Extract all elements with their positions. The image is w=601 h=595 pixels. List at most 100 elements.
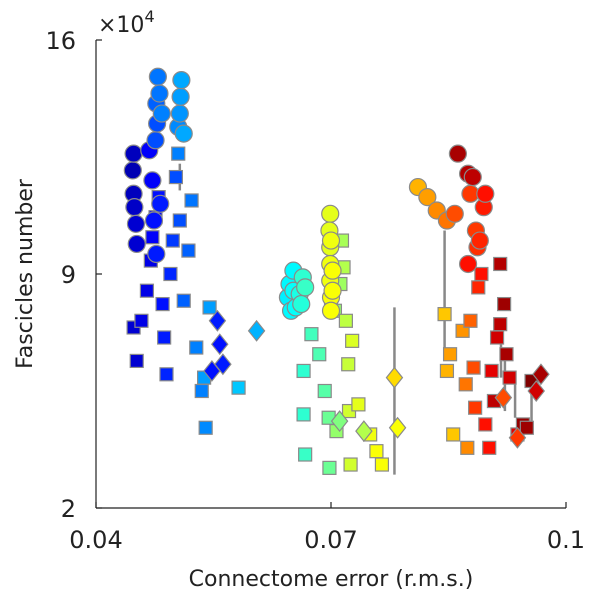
square-point [171, 146, 186, 161]
diamond-point [527, 380, 546, 402]
square-point [129, 353, 144, 369]
circle-point [143, 171, 162, 190]
circle-point [152, 104, 171, 123]
square-point [134, 313, 149, 328]
circle-point [445, 204, 464, 223]
diamond-point [355, 420, 373, 443]
y-tick-label: 9 [61, 261, 76, 289]
square-point [497, 296, 512, 312]
square-point [489, 330, 505, 345]
square-point [163, 266, 178, 282]
square-point [468, 400, 483, 415]
circle-point [463, 167, 482, 187]
diamond-point [532, 363, 550, 386]
square-point [463, 313, 478, 328]
square-point [343, 457, 358, 472]
circle-point [146, 131, 165, 150]
square-point [484, 363, 499, 379]
circle-point [321, 204, 340, 223]
circle-point [148, 67, 167, 86]
square-point [296, 407, 311, 422]
circle-point [172, 71, 191, 90]
square-point [474, 266, 489, 282]
square-point [439, 363, 455, 379]
square-point [460, 440, 475, 455]
circle-point [323, 261, 342, 280]
square-point [231, 380, 246, 395]
square-point [351, 397, 366, 412]
square-point [304, 327, 319, 342]
diamond-point [385, 366, 404, 389]
diamond-point [247, 319, 266, 342]
square-point [442, 347, 458, 362]
square-point [184, 193, 199, 208]
square-point [482, 440, 497, 455]
square-point [198, 420, 213, 435]
square-point [189, 340, 204, 355]
square-point [165, 233, 180, 248]
square-point [194, 383, 209, 399]
circle-point [126, 214, 146, 233]
x-axis-label: Connectome error (r.m.s.) [189, 567, 474, 592]
y-axis-label: Fascicles number [13, 178, 38, 369]
circle-point [418, 188, 437, 207]
diamond-point [508, 426, 527, 449]
circle-point [147, 244, 166, 264]
square-point [341, 357, 356, 372]
square-point [458, 377, 473, 392]
square-point [374, 457, 390, 472]
circle-point [144, 211, 164, 230]
square-point [317, 383, 332, 399]
circle-point [150, 84, 169, 103]
square-point [139, 283, 155, 298]
x-tick-label: 0.1 [547, 526, 585, 554]
square-point [478, 417, 493, 432]
markers [123, 67, 550, 475]
x-tick-label: 0.07 [304, 526, 357, 554]
circle-point [448, 144, 467, 163]
square-point [502, 370, 517, 385]
circle-point [170, 104, 189, 123]
square-point [471, 280, 486, 295]
circle-point [124, 144, 143, 163]
square-point [298, 447, 313, 462]
diamond-point [203, 359, 221, 382]
circle-point [127, 234, 146, 254]
square-point [322, 460, 337, 475]
square-point [155, 296, 170, 312]
circle-point [292, 294, 311, 314]
square-point [145, 230, 160, 245]
square-point [181, 243, 196, 258]
circle-point [323, 281, 342, 300]
circle-point [321, 301, 341, 320]
square-point [519, 420, 534, 435]
square-point [345, 333, 360, 348]
square-point [499, 347, 514, 362]
square-point [466, 360, 481, 375]
y-tick-label: 2 [61, 495, 76, 523]
square-point [159, 367, 174, 382]
ticks: 0.04 0.07 0.1 2 9 16 [45, 27, 585, 554]
diamond-point [208, 309, 227, 332]
square-point [446, 427, 461, 442]
square-point [493, 256, 508, 272]
circle-point [321, 231, 341, 250]
diamond-point [494, 386, 513, 409]
square-point [168, 169, 183, 185]
square-point [493, 317, 508, 332]
square-point [202, 300, 217, 315]
square-point [437, 307, 452, 322]
square-point [296, 363, 311, 379]
y-tick-label: 16 [45, 27, 76, 55]
square-point [312, 347, 327, 362]
y-exponent-label: ×104 [98, 7, 155, 38]
square-point [176, 293, 191, 308]
circle-point [123, 161, 142, 180]
circle-point [458, 254, 478, 274]
square-point [172, 213, 187, 228]
diamond-point [330, 410, 349, 433]
diamond-point [388, 416, 407, 439]
circle-point [151, 194, 170, 213]
circle-point [171, 87, 190, 106]
